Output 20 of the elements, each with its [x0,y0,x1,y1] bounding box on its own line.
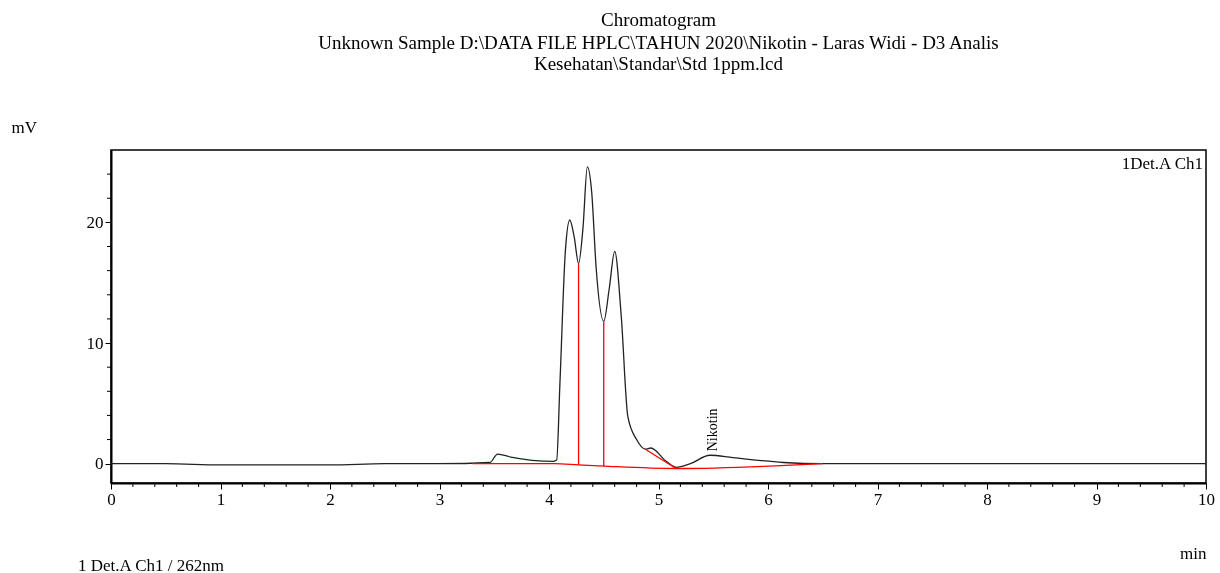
y-tick-label: 10 [86,333,104,353]
x-tick-label: 5 [654,489,664,509]
y-tick-label: 0 [95,454,104,474]
x-tick-label: 9 [1092,489,1102,509]
x-tick-label: 6 [764,489,773,509]
x-tick-label: 8 [983,489,992,509]
y-tick-label: 20 [86,212,104,232]
y-axis-title: mV [11,117,38,137]
x-tick-label: 3 [435,489,445,509]
annotation: 1Det.A Ch1 [1121,154,1203,173]
x-tick-label: 7 [873,489,883,509]
x-tick-label: 2 [326,489,335,509]
chart-subtitle: Unknown Sample D:\DATA FILE HPLC\TAHUN 2020\Nikotin - Laras Widi - D3 Analis Kesehatan\Standar\Std 1ppm.lcd [318,32,999,74]
x-tick-label: 10 [1198,489,1215,509]
x-tick-label: 1 [216,489,226,509]
x-tick-label: 4 [545,489,555,509]
annotation: Nikotin [705,408,721,452]
text: 1 Det.A Ch1 / 262nm [78,556,224,573]
x-axis-title: min [1180,543,1207,563]
chart-title: Chromatogram [600,9,717,30]
